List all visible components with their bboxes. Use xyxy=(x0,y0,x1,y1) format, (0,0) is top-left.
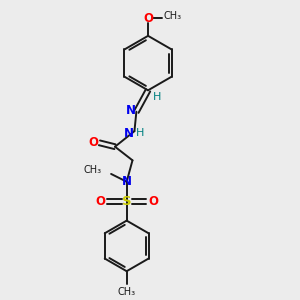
Text: H: H xyxy=(136,128,145,138)
Text: N: N xyxy=(122,175,132,188)
Text: CH₃: CH₃ xyxy=(164,11,182,21)
Text: CH₃: CH₃ xyxy=(118,286,136,297)
Text: H: H xyxy=(153,92,161,102)
Text: O: O xyxy=(95,195,105,208)
Text: N: N xyxy=(125,104,136,117)
Text: S: S xyxy=(122,195,131,208)
Text: O: O xyxy=(143,12,153,25)
Text: O: O xyxy=(88,136,99,149)
Text: O: O xyxy=(148,195,158,208)
Text: N: N xyxy=(124,127,134,140)
Text: CH₃: CH₃ xyxy=(83,165,101,175)
